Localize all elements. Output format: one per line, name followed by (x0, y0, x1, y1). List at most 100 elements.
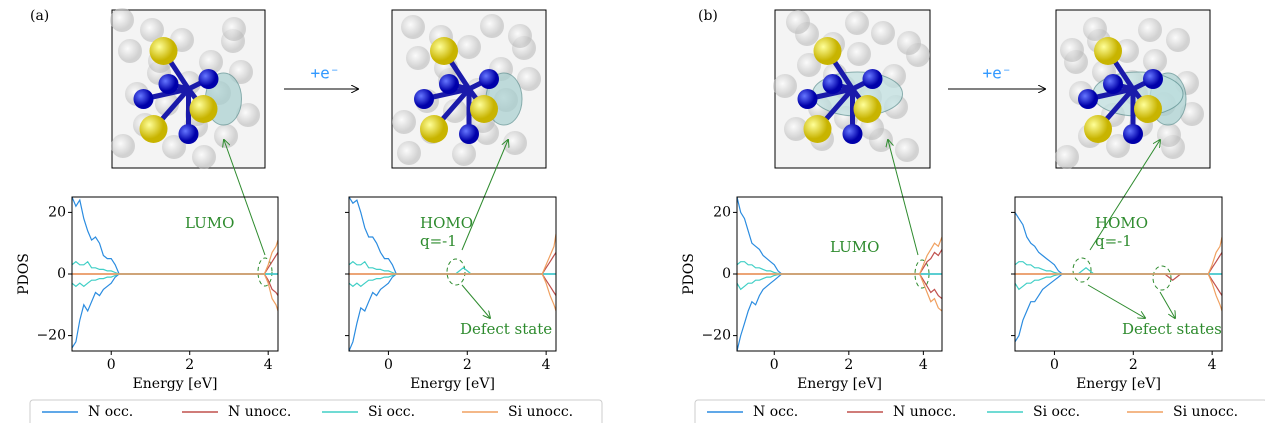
background-atom (1060, 38, 1084, 62)
background-atom (508, 24, 532, 48)
atom (479, 69, 499, 89)
pdos-line (737, 274, 942, 311)
y-tick-label: 20 (713, 204, 731, 220)
background-atom (110, 8, 134, 32)
x-axis-label: Energy [eV] (1076, 376, 1161, 392)
y-tick-label: 0 (57, 266, 66, 282)
y-tick-label: −20 (36, 328, 66, 344)
x-axis-label: Energy [eV] (133, 376, 218, 392)
annotation: LUMO (830, 238, 879, 256)
y-tick-label: 20 (48, 204, 66, 220)
atom (430, 37, 458, 65)
pdos-line (349, 274, 556, 311)
y-axis-label: PDOS (16, 253, 32, 295)
atom (1134, 95, 1162, 123)
pdos-line (349, 274, 556, 296)
pdos-line (349, 252, 556, 274)
x-tick-label: 4 (542, 357, 551, 373)
pdos-line (72, 197, 278, 274)
atom (190, 95, 218, 123)
background-atom (401, 15, 425, 39)
background-atom (897, 31, 921, 55)
atom (1078, 89, 1098, 109)
background-atom (1166, 28, 1190, 52)
atom (1084, 115, 1112, 143)
x-tick-label: 0 (107, 357, 116, 373)
atom (420, 115, 448, 143)
pdos-line (72, 274, 278, 348)
atom (140, 115, 168, 143)
annotation: Defect states (1122, 320, 1222, 338)
figure: 024−20020Energy [eV]PDOS(a)LUMON occ.N u… (0, 0, 1265, 423)
pdos-line (737, 274, 942, 289)
background-atom (847, 42, 871, 66)
annotation-arrows (224, 140, 1175, 318)
pdos-line (349, 274, 556, 351)
annotation: Defect state (460, 320, 552, 338)
background-atom (480, 14, 504, 38)
x-tick-label: 4 (919, 357, 928, 373)
panel-label: (b) (698, 8, 718, 24)
background-atom (192, 145, 216, 169)
pdos-line (737, 197, 942, 274)
background-atom (845, 11, 869, 35)
x-tick-label: 0 (384, 357, 393, 373)
x-tick-label: 0 (770, 357, 779, 373)
transition-label: +e⁻ (983, 64, 1012, 83)
background-atom (895, 138, 919, 162)
atom (134, 89, 154, 109)
legend-label: Si occ. (1033, 404, 1080, 420)
legend-label: N unocc. (893, 404, 956, 420)
atom (179, 124, 199, 144)
atom (439, 74, 459, 94)
annotation: LUMO (185, 214, 234, 232)
background-atom (406, 46, 430, 70)
x-tick-label: 4 (1208, 357, 1217, 373)
y-tick-label: 0 (722, 266, 731, 282)
background-atom (397, 141, 421, 165)
background-atom (1157, 123, 1181, 147)
pdos-line (737, 262, 942, 274)
atom (863, 69, 883, 89)
legend-label: Si occ. (368, 404, 415, 420)
pdos-line (72, 274, 278, 296)
background-atom (222, 17, 246, 41)
atom (1094, 37, 1122, 65)
legend-label: Si unocc. (1173, 404, 1238, 420)
atom (1123, 124, 1143, 144)
background-atom (786, 10, 810, 34)
atom (150, 37, 178, 65)
y-axis-label: PDOS (681, 253, 697, 295)
atom (1143, 69, 1163, 89)
atom (854, 95, 882, 123)
y-tick-label: −20 (701, 328, 731, 344)
atom (843, 124, 863, 144)
atom (470, 95, 498, 123)
legend-label: N occ. (88, 404, 133, 420)
annotation: HOMO (1095, 214, 1148, 232)
panel-label: (a) (30, 8, 49, 24)
atom (1103, 74, 1123, 94)
pdos-line (349, 262, 556, 274)
x-tick-label: 2 (463, 357, 472, 373)
background-atom (457, 35, 481, 59)
pdos-line (72, 262, 278, 274)
legend-label: Si unocc. (508, 404, 573, 420)
pdos-line (737, 274, 942, 351)
atom (804, 115, 832, 143)
pdos-line (72, 274, 278, 311)
background-atom (871, 21, 895, 45)
background-atom (773, 74, 797, 98)
x-tick-label: 2 (1129, 357, 1138, 373)
background-atom (1138, 18, 1162, 42)
background-atom (1055, 145, 1079, 169)
atom (814, 37, 842, 65)
background-atom (118, 39, 142, 63)
atom (459, 124, 479, 144)
x-axis-label: Energy [eV] (797, 376, 882, 392)
atom (823, 74, 843, 94)
x-tick-label: 0 (1050, 357, 1059, 373)
background-atom (392, 110, 416, 134)
legend-label: N unocc. (228, 404, 291, 420)
atom (414, 89, 434, 109)
